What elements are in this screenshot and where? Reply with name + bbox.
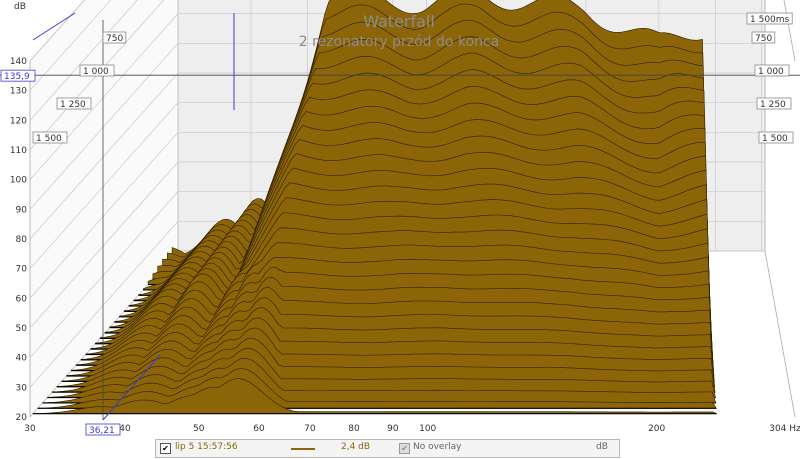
trace-color-swatch [291,448,315,450]
x-tick-label: 30 [24,424,36,434]
grid-diag-left [29,43,179,210]
x-tick-label: 100 [419,424,436,434]
x-tick-label: 50 [193,424,205,434]
z-tick-right: 1 500 [762,134,788,144]
y-tick-label: 70 [16,265,28,275]
grid-diag-left [29,132,179,299]
waterfall-slices [32,0,717,415]
y-tick-label: 20 [16,413,28,423]
cursor-lines[interactable] [0,12,800,421]
z-tick-right: 1 250 [760,100,786,110]
z-tick-left-box [102,31,127,44]
y-tick-label: 110 [10,146,27,156]
legend-bar: ✔ lip 5 15:57:56 2,4 dB ✔ No overlay dB [155,439,620,458]
grid-diag-left [29,72,179,240]
z-tick-left-box [79,64,115,77]
trace-checkbox[interactable]: ✔ [160,443,171,454]
z-tick-right-box [746,12,793,25]
grid-diag-left [29,161,179,329]
chart-title: Waterfall [363,12,435,31]
cursor-depth-line-2 [102,354,161,421]
smoothing-label: 2,4 dB [341,442,371,452]
y-tick-label: 120 [10,116,27,126]
x-tick-label: 70 [304,424,316,434]
grid-diag-left [29,13,179,180]
z-tick-right: 750 [755,34,772,44]
right-floor-edge [764,250,796,418]
waterfall-slice [32,378,717,414]
z-tick-left: 1 000 [83,67,109,77]
z-tick-left-box [56,97,92,110]
y-tick-label: 140 [10,57,27,67]
z-tick-right: 1 000 [758,67,784,77]
x-tick-label: 90 [387,424,399,434]
y-tick-label: 80 [16,235,28,245]
overlay-checkbox[interactable]: ✔ [399,443,410,454]
x-end-label: 304 Hz [769,424,800,434]
legend-unit-label: dB [596,442,608,452]
y-tick-label: 40 [16,354,28,364]
overlay-label: No overlay [413,442,462,452]
grid-diag-left [29,102,179,269]
z-tick-right: 1 500ms [750,15,790,25]
z-tick-left-box [32,131,68,144]
z-tick-left: 1 250 [60,100,86,110]
grid-diag-left [29,221,179,388]
x-tick-label: 200 [648,424,665,434]
y-tick-label: 30 [16,383,28,393]
y-tick-label: 130 [10,87,27,97]
y-axis-unit-label: dB [14,2,26,12]
z-tick-right-box [758,131,794,144]
z-tick-right-box [751,31,776,44]
cursor-x-readout: 36,21 [89,426,115,436]
z-tick-left: 1 500 [36,134,62,144]
x-tick-label: 60 [253,424,265,434]
trace-label: lip 5 15:57:56 [175,442,238,452]
chart-subtitle: 2 rezonatory przód do konca [299,34,499,50]
grid-diag-left [29,191,179,358]
grid-diag-left [29,0,85,62]
y-tick-label: 100 [10,176,27,186]
cursor-y-readout-box [0,69,36,82]
cursor-x-readout-box [85,423,121,436]
z-tick-left: 750 [106,34,123,44]
grid-diag-left [29,0,112,91]
right-edge [783,0,796,62]
y-tick-label: 60 [16,294,28,304]
x-tick-label: 40 [119,424,131,434]
y-tick-label: 50 [16,324,28,334]
cursor-y-readout: 135,9 [4,72,30,82]
y-tick-label: 90 [16,205,28,215]
x-tick-label: 80 [348,424,360,434]
cursor-depth-line [32,12,76,41]
z-tick-right-box [756,97,792,110]
z-tick-right-box [754,64,790,77]
